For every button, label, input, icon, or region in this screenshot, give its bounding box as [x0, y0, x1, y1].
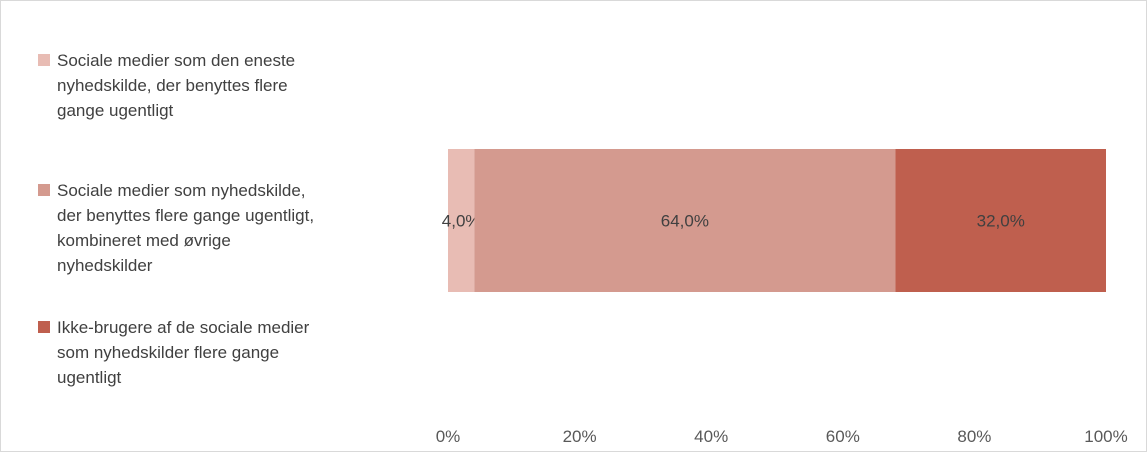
x-tick-label: 60%: [826, 427, 860, 446]
x-tick-label: 0%: [436, 427, 461, 446]
legend-label-only-social: Sociale medier som den eneste nyhedskild…: [57, 48, 407, 123]
legend-line: nyhedskilde, der benyttes flere: [57, 76, 288, 95]
legend-line: Sociale medier som nyhedskilde,: [57, 181, 306, 200]
data-label-1: 64,0%: [661, 212, 709, 231]
bar-segment-2: [895, 149, 1106, 292]
legend-line: Sociale medier som den eneste: [57, 51, 296, 70]
legend-swatch-only-social: [38, 54, 50, 66]
x-tick-label: 100%: [1084, 427, 1127, 446]
legend-line: som nyhedskilder flere gange: [57, 343, 280, 362]
legend-line: gange ugentligt: [57, 101, 174, 120]
legend-label-combined: Sociale medier som nyhedskilde, der beny…: [57, 178, 407, 278]
bar-segment-0: [448, 149, 475, 292]
legend-line: ugentligt: [57, 368, 122, 387]
x-tick-label: 20%: [563, 427, 597, 446]
legend-line: nyhedskilder: [57, 256, 153, 275]
x-tick-label: 40%: [694, 427, 728, 446]
legend-line: Ikke-brugere af de sociale medier: [57, 318, 310, 337]
x-tick-label: 80%: [957, 427, 991, 446]
legend-label-non-users: Ikke-brugere af de sociale medier som ny…: [57, 315, 407, 390]
bar-segment-1: [474, 149, 896, 292]
data-label-2: 32,0%: [977, 212, 1025, 231]
data-label-0: 4,0%: [442, 212, 481, 231]
legend-line: kombineret med øvrige: [57, 231, 231, 250]
legend-swatch-non-users: [38, 321, 50, 333]
legend-line: der benyttes flere gange ugentligt,: [57, 206, 315, 225]
legend-swatch-combined: [38, 184, 50, 196]
